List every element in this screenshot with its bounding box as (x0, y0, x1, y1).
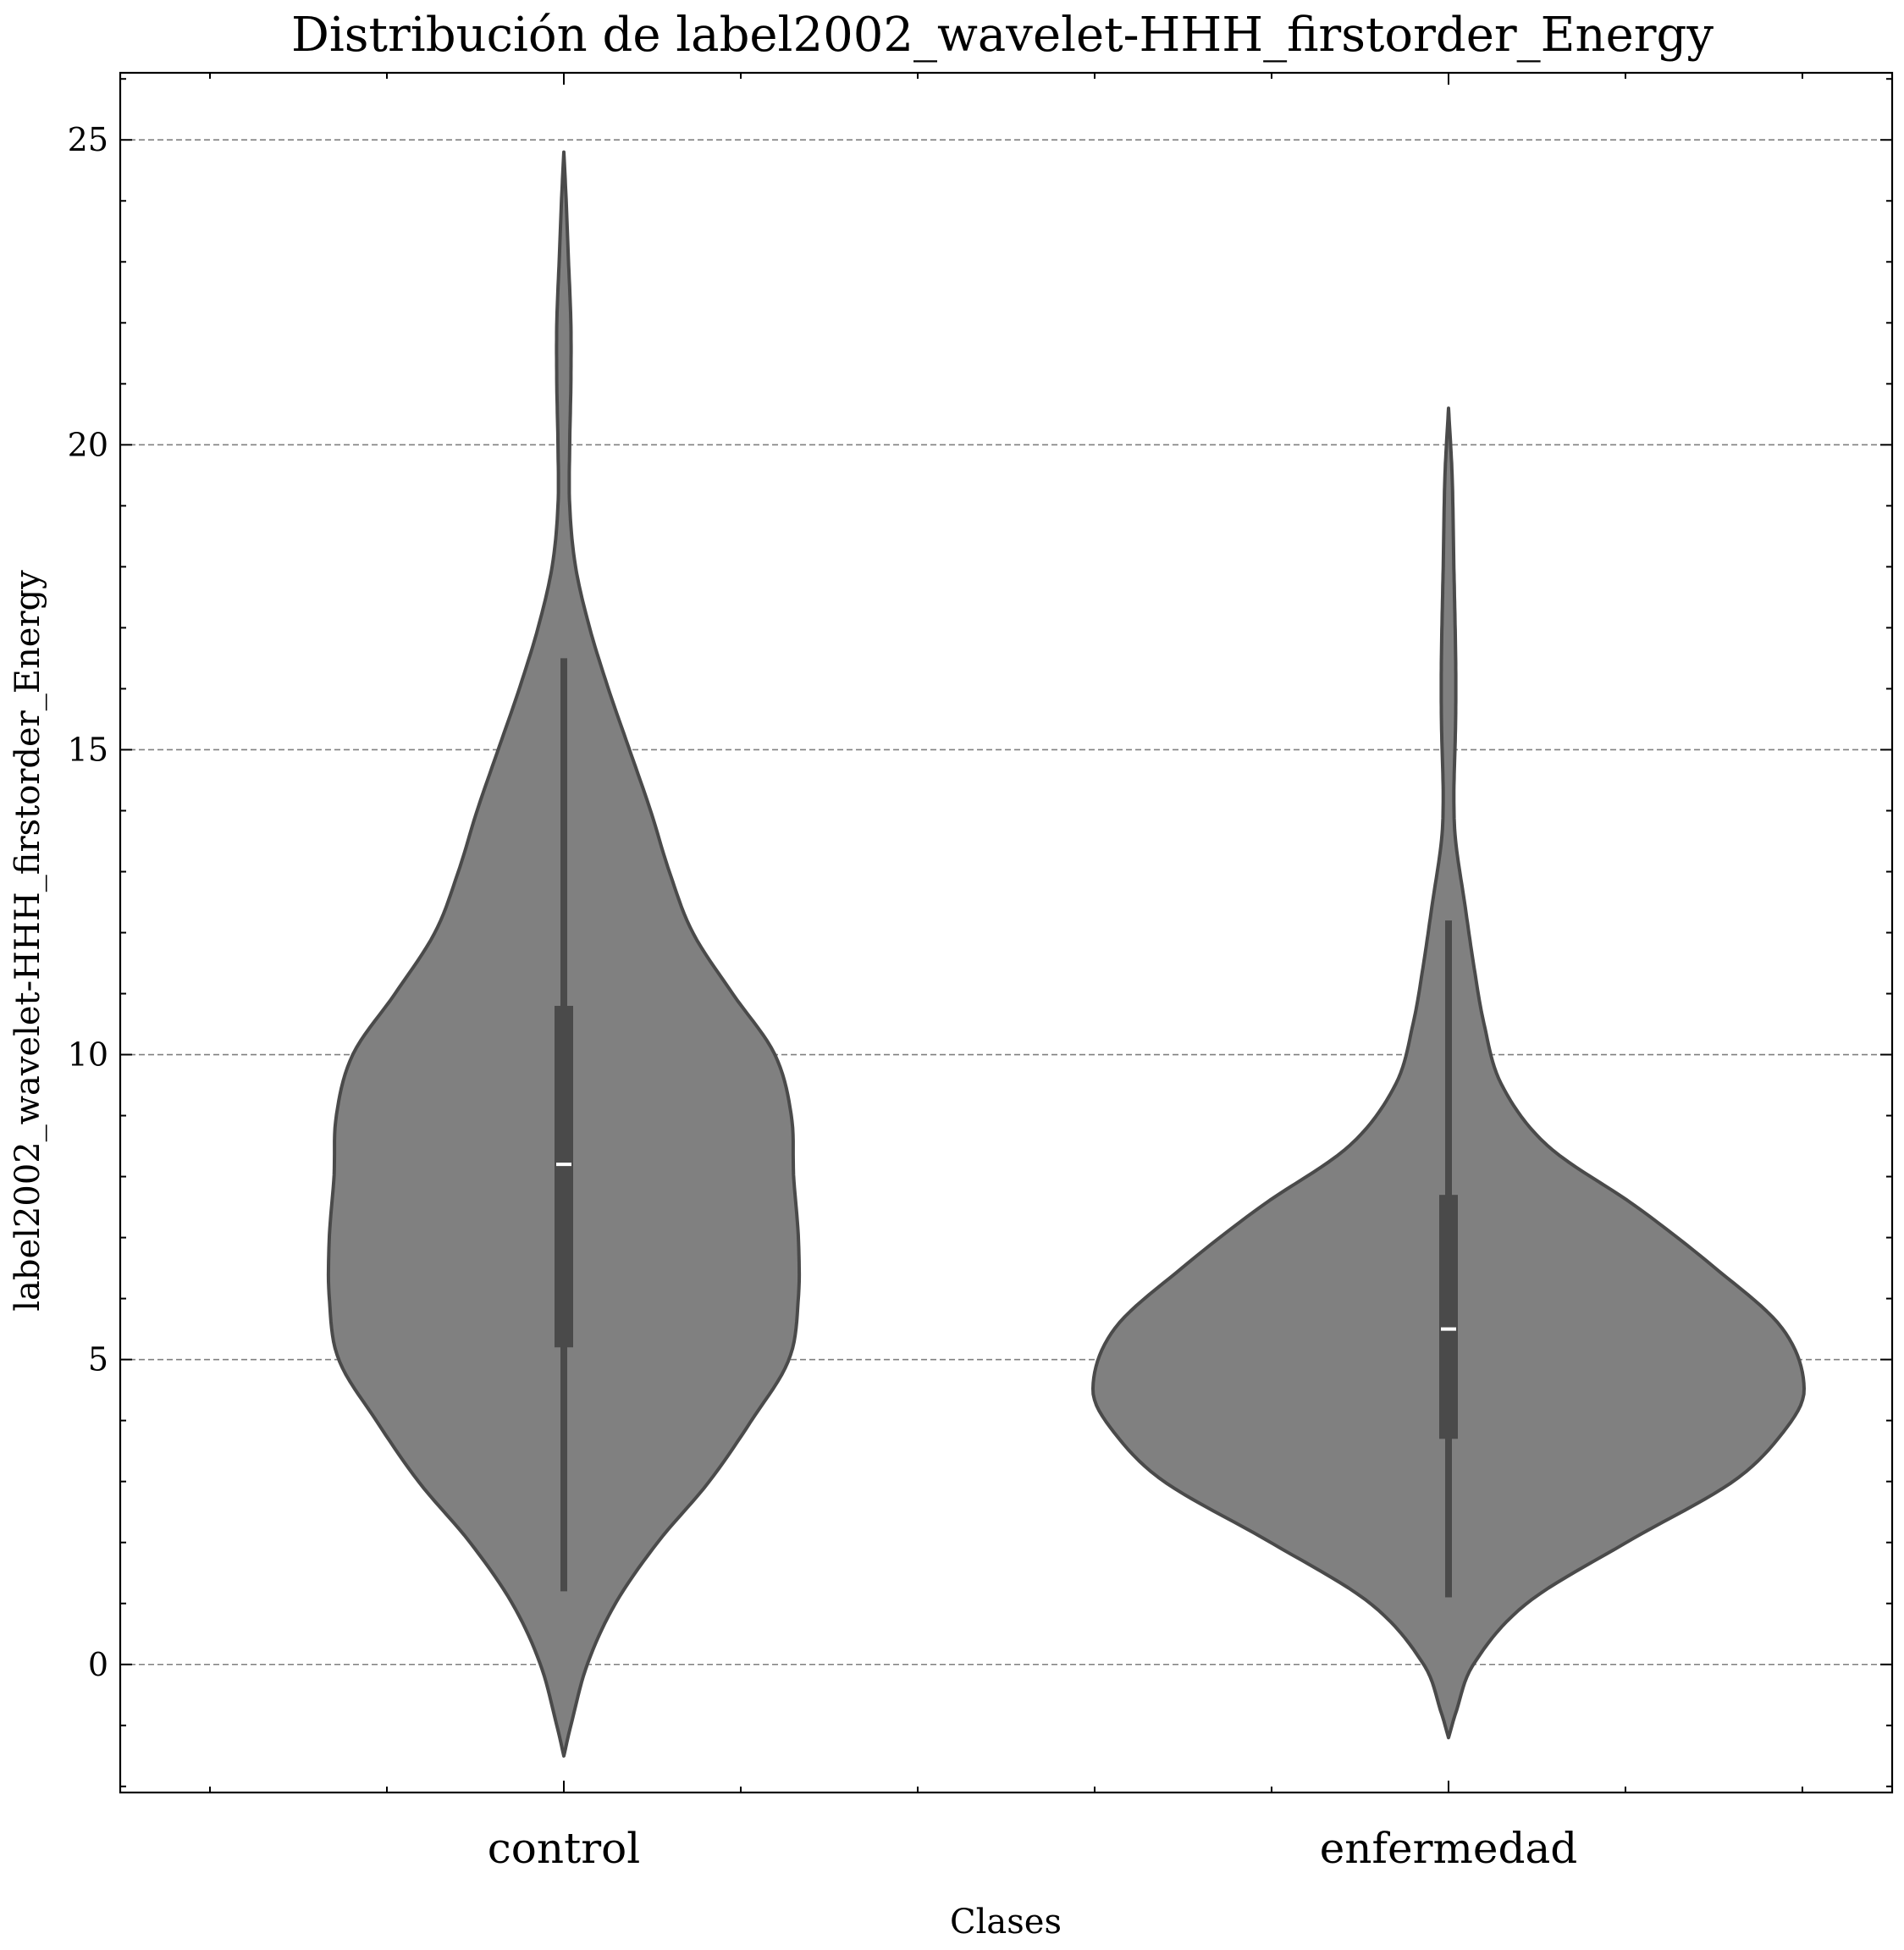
iqr-box-control (555, 1005, 573, 1348)
ytick-label-25: 25 (68, 121, 108, 158)
xtick-label-control: control (488, 1824, 640, 1873)
iqr-box-enfermedad (1439, 1195, 1458, 1439)
ytick-label-0: 0 (88, 1646, 108, 1683)
axis-ticks (120, 73, 1892, 1793)
ytick-label-15: 15 (68, 731, 108, 768)
tick-labels: 0 5 10 15 20 25 control enfermedad (68, 121, 1578, 1873)
xtick-label-enfermedad: enfermedad (1320, 1824, 1578, 1873)
violins (326, 150, 1806, 1758)
violin-control (326, 150, 802, 1758)
y-axis-label: label2002_wavelet-HHH_firstorder_Energy (8, 570, 47, 1312)
ytick-label-5: 5 (88, 1341, 108, 1378)
ytick-label-10: 10 (68, 1036, 108, 1074)
ytick-label-20: 20 (68, 426, 108, 463)
x-axis-label: Clases (950, 1903, 1062, 1942)
violin-enfermedad (1091, 406, 1806, 1740)
chart-title: Distribución de label2002_wavelet-HHH_fi… (291, 8, 1714, 63)
